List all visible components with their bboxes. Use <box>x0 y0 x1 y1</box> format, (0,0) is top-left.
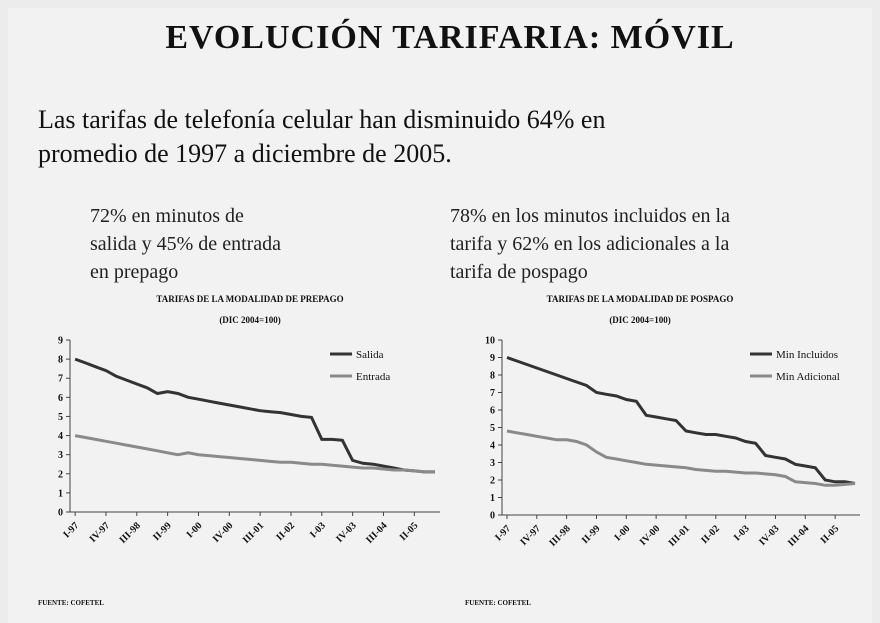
body-line: Las tarifas de telefonía celular han dis… <box>38 105 605 134</box>
note-line: 78% en los minutos incluidos en la <box>450 205 730 227</box>
y-tick-label: 0 <box>58 508 63 519</box>
chart-title: TARIFAS DE LA MODALIDAD DE PREPAGO <box>156 294 343 304</box>
y-tick-label: 5 <box>490 423 495 434</box>
slide: EVOLUCIÓN TARIFARIA: MÓVIL Las tarifas d… <box>0 0 880 623</box>
y-tick-label: 1 <box>58 488 63 499</box>
y-tick-label: 2 <box>490 476 495 487</box>
note-line: tarifa y 62% en los adicionales a la <box>450 233 729 255</box>
y-tick-label: 2 <box>58 469 63 480</box>
legend-label: Min Incluidos <box>776 349 838 361</box>
note-line: salida y 45% de entrada <box>90 233 281 255</box>
y-tick-label: 6 <box>490 406 495 417</box>
y-tick-label: 7 <box>58 374 63 385</box>
legend-label: Salida <box>356 349 384 361</box>
note-line: 72% en minutos de <box>90 205 244 227</box>
y-tick-label: 4 <box>490 441 495 452</box>
chart-title: TARIFAS DE LA MODALIDAD DE POSPAGO <box>547 294 734 304</box>
y-tick-label: 1 <box>490 493 495 504</box>
chart-source: FUENTE: COFETEL <box>465 599 531 607</box>
body-line: promedio de 1997 a diciembre de 2005. <box>38 139 452 168</box>
y-tick-label: 5 <box>58 412 63 423</box>
note-line: en prepago <box>90 261 178 283</box>
slide-title: EVOLUCIÓN TARIFARIA: MÓVIL <box>165 18 734 56</box>
note-line: tarifa de pospago <box>450 261 588 283</box>
y-tick-label: 6 <box>58 393 63 404</box>
legend-label: Min Adicional <box>776 371 840 383</box>
chart-source: FUENTE: COFETEL <box>38 599 104 607</box>
y-tick-label: 10 <box>485 336 495 347</box>
y-tick-label: 8 <box>58 355 63 366</box>
legend-label: Entrada <box>356 371 390 383</box>
y-tick-label: 0 <box>490 511 495 522</box>
y-tick-label: 4 <box>58 431 63 442</box>
y-tick-label: 7 <box>490 388 495 399</box>
y-tick-label: 8 <box>490 371 495 382</box>
chart-subtitle: (DIC 2004=100) <box>609 315 670 325</box>
y-tick-label: 9 <box>58 336 63 347</box>
y-tick-label: 3 <box>58 450 63 461</box>
page: {"slide": { "title": "EVOLUCIÓN TARIFARI… <box>0 0 880 623</box>
y-tick-label: 9 <box>490 353 495 364</box>
chart-subtitle: (DIC 2004=100) <box>219 315 280 325</box>
y-tick-label: 3 <box>490 458 495 469</box>
